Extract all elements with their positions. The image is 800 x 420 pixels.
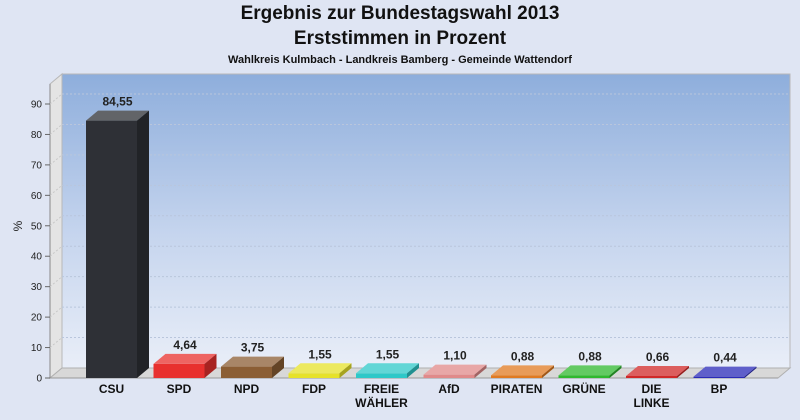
- x-tick-label: PIRATEN: [491, 382, 543, 396]
- y-tick-label: 30: [31, 282, 43, 293]
- bar-top: [153, 353, 217, 364]
- chart-region-subtitle: Wahlkreis Kulmbach - Landkreis Bamberg -…: [228, 54, 572, 66]
- x-tick-label: DIE LINKE: [634, 382, 670, 410]
- gridline-side: [49, 215, 63, 227]
- y-tick-label: 20: [31, 313, 43, 324]
- y-tick-label: 80: [31, 130, 43, 141]
- bar-front: [626, 375, 677, 378]
- plot-back-wall: [61, 73, 791, 369]
- bar-top: [558, 365, 622, 376]
- y-tick-label: 70: [31, 160, 43, 171]
- bar: [86, 110, 149, 378]
- bar: [221, 356, 284, 378]
- y-tick-label: 90: [31, 100, 43, 111]
- bar-side: [677, 365, 689, 378]
- bar-side: [474, 364, 487, 378]
- bar-top: [221, 356, 284, 367]
- x-tick-label: NPD: [234, 382, 260, 396]
- x-tick-label: SPD: [167, 382, 192, 396]
- x-tick-label: AfD: [438, 382, 460, 396]
- y-tick-label: 60: [31, 191, 43, 202]
- bar-front: [423, 374, 475, 378]
- bar-value-label: 0,88: [511, 349, 535, 363]
- bar-side: [137, 110, 149, 378]
- x-tick-label: FREIE WÄHLER: [355, 382, 408, 410]
- bar-side: [339, 363, 352, 378]
- bar-front: [153, 363, 205, 378]
- x-tick-label: GRÜNE: [562, 381, 605, 396]
- y-tick-label: 40: [31, 252, 43, 263]
- bar: [491, 365, 554, 378]
- bar-value-label: 0,44: [713, 351, 737, 365]
- bar-front: [491, 375, 542, 378]
- chart-title: Ergebnis zur Bundestagswahl 2013: [240, 3, 560, 24]
- chart-subtitle: Erststimmen in Prozent: [293, 28, 507, 49]
- bar: [288, 363, 352, 378]
- y-axis-label: %: [11, 220, 25, 231]
- x-tick-label: FDP: [302, 382, 326, 396]
- bar-value-label: 1,55: [376, 347, 400, 361]
- bar-side: [204, 353, 217, 378]
- bar-top: [86, 110, 149, 121]
- bar-top: [423, 364, 487, 375]
- y-tick-label: 10: [31, 343, 43, 354]
- gridline-side: [49, 245, 63, 257]
- bar-top: [693, 366, 757, 377]
- gridline-side: [49, 154, 63, 166]
- bar: [153, 353, 217, 378]
- bar-side: [542, 365, 554, 378]
- bar-side: [744, 366, 757, 378]
- bar-side: [407, 363, 419, 378]
- bar: [558, 365, 622, 378]
- gridline-side: [49, 337, 63, 348]
- bar: [626, 365, 689, 378]
- y-tick-label: 0: [36, 374, 42, 385]
- bar-value-label: 4,64: [173, 338, 197, 352]
- gridline-side: [49, 184, 63, 196]
- bar-side: [609, 365, 622, 378]
- bar-front: [693, 376, 745, 378]
- bar-top: [356, 363, 419, 374]
- gridline-side: [49, 276, 63, 288]
- bar: [693, 366, 757, 378]
- bar-top: [491, 365, 554, 376]
- gridline-side: [49, 306, 63, 318]
- bar-front: [356, 373, 407, 378]
- y-tick-label: 50: [31, 221, 43, 232]
- bar-value-label: 3,75: [241, 341, 265, 355]
- bar: [356, 363, 419, 378]
- bar-front: [221, 366, 272, 378]
- gridline-side: [49, 124, 63, 135]
- bar-value-label: 0,66: [646, 350, 670, 364]
- bar-front: [288, 373, 340, 378]
- x-tick-label: BP: [711, 382, 728, 396]
- bar-value-label: 1,55: [308, 347, 332, 361]
- bar-value-label: 84,55: [102, 95, 132, 109]
- gridline-side: [49, 93, 63, 105]
- x-tick-label: CSU: [99, 382, 124, 396]
- bar-value-label: 0,88: [578, 349, 602, 363]
- bar-front: [558, 375, 610, 378]
- bar: [423, 364, 487, 378]
- bar-front: [86, 120, 137, 378]
- bar-top: [288, 363, 352, 374]
- bar-top: [626, 365, 689, 376]
- bar-value-label: 1,10: [443, 349, 467, 363]
- bar-side: [272, 356, 284, 378]
- plot-side-wall: [49, 72, 63, 380]
